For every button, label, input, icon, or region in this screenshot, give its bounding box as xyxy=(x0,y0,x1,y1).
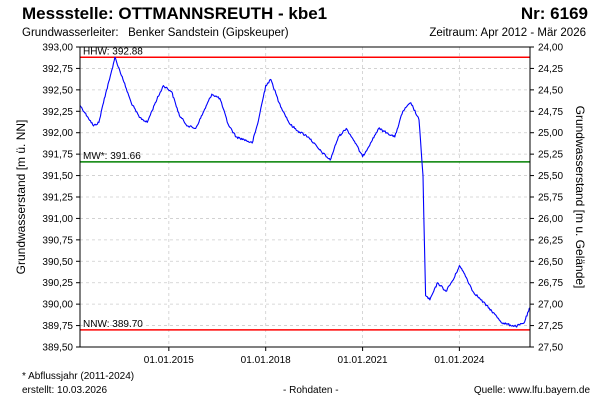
aquifer-info: Grundwasserleiter: Benker Sandstein (Gip… xyxy=(22,27,289,39)
y-tick-label: 392,00 xyxy=(42,128,73,139)
y-tick-label: 392,25 xyxy=(42,107,73,118)
y-tick-label: 389,75 xyxy=(42,321,73,332)
reference-label-nnw: NNW: 389.70 xyxy=(83,319,143,330)
y2-tick-label: 25,50 xyxy=(538,171,563,182)
y2-tick-label: 27,50 xyxy=(538,343,563,354)
x-tick-label: 01.01.2024 xyxy=(434,355,484,366)
footnote: * Abflussjahr (2011-2024) xyxy=(22,371,135,382)
y2-tick-label: 26,25 xyxy=(538,235,563,246)
y-tick-label: 393,00 xyxy=(42,43,73,54)
y2-tick-label: 25,75 xyxy=(538,193,563,204)
y-tick-label: 391,25 xyxy=(42,193,73,204)
y2-axis-label: Grundwasserstand [m u. Gelände] xyxy=(573,106,587,289)
aquifer-value: Benker Sandstein (Gipskeuper) xyxy=(128,27,289,39)
x-tick-label: 01.01.2018 xyxy=(241,355,291,366)
reference-label-mw: MW*: 391.66 xyxy=(83,151,141,162)
reference-label-hhw: HHW: 392.88 xyxy=(83,46,143,57)
y2-tick-label: 27,00 xyxy=(538,300,563,311)
y-tick-label: 392,75 xyxy=(42,64,73,75)
page-title: Messstelle: OTTMANNSREUTH - kbe1 xyxy=(22,4,328,23)
series-line xyxy=(79,56,531,328)
y2-tick-label: 24,50 xyxy=(538,85,563,96)
y2-tick-label: 26,75 xyxy=(538,278,563,289)
y-axis-label: Grundwasserstand [m ü. NN] xyxy=(14,120,28,275)
x-tick-label: 01.01.2015 xyxy=(144,355,194,366)
x-tick-label: 01.01.2021 xyxy=(338,355,388,366)
y2-tick-label: 27,25 xyxy=(538,321,563,332)
aquifer-label: Grundwasserleiter: xyxy=(22,27,119,39)
y-tick-label: 390,25 xyxy=(42,278,73,289)
y-tick-label: 392,50 xyxy=(42,85,73,96)
station-number: Nr: 6169 xyxy=(520,4,588,23)
period-text: Zeitraum: Apr 2012 - Mär 2026 xyxy=(429,27,586,39)
source-text: Quelle: www.lfu.bayern.de xyxy=(473,385,590,396)
created-date: erstellt: 10.03.2026 xyxy=(22,385,108,396)
raw-data-note: - Rohdaten - xyxy=(283,385,339,396)
y-tick-label: 391,50 xyxy=(42,171,73,182)
plot-frame xyxy=(79,46,531,348)
y2-tick-label: 25,00 xyxy=(538,128,563,139)
y-tick-label: 390,50 xyxy=(42,257,73,268)
y2-tick-label: 26,50 xyxy=(538,257,563,268)
y-tick-label: 390,75 xyxy=(42,235,73,246)
y-tick-label: 391,75 xyxy=(42,150,73,161)
y-tick-label: 390,00 xyxy=(42,300,73,311)
y2-tick-label: 24,00 xyxy=(538,43,563,54)
y2-tick-label: 25,25 xyxy=(538,150,563,161)
y2-tick-label: 26,00 xyxy=(538,214,563,225)
y2-tick-label: 24,25 xyxy=(538,64,563,75)
y2-tick-label: 24,75 xyxy=(538,107,563,118)
y-tick-label: 389,50 xyxy=(42,343,73,354)
y-tick-label: 391,00 xyxy=(42,214,73,225)
